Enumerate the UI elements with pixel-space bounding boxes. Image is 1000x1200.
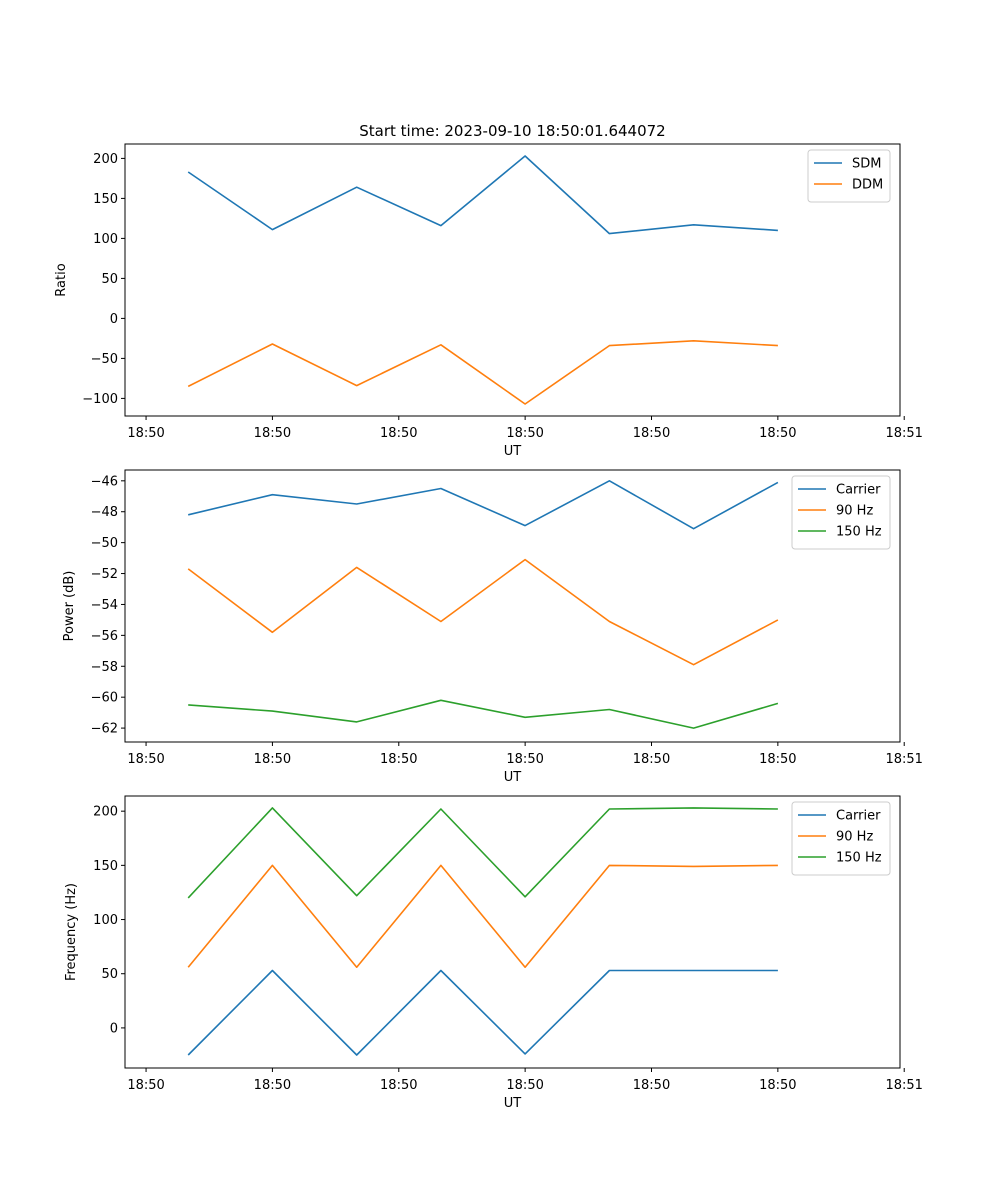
y-tick-label: −48 bbox=[91, 505, 118, 520]
series-line-carrier bbox=[188, 479, 779, 530]
series-line-150-hz bbox=[188, 699, 779, 729]
legend-label-150-hz: 150 Hz bbox=[836, 851, 882, 866]
axes-frame bbox=[124, 795, 901, 1069]
x-axis-label: UT bbox=[504, 770, 522, 785]
axes-frame bbox=[124, 469, 901, 743]
y-tick-label: 200 bbox=[93, 805, 118, 820]
x-tick-label: 18:50 bbox=[759, 752, 796, 767]
series-line-sdm bbox=[187, 155, 778, 235]
x-tick-label: 18:50 bbox=[127, 1078, 164, 1093]
x-tick-label: 18:50 bbox=[759, 1078, 796, 1093]
x-tick-label: 18:50 bbox=[380, 752, 417, 767]
y-tick-label: 200 bbox=[93, 152, 118, 167]
x-axis-label: UT bbox=[504, 1096, 522, 1111]
x-tick-label: 18:50 bbox=[633, 1078, 670, 1093]
y-tick-label: −50 bbox=[91, 536, 118, 551]
y-tick-label: −52 bbox=[91, 567, 118, 582]
y-tick-label: 50 bbox=[101, 272, 118, 287]
x-tick-label: 18:50 bbox=[254, 752, 291, 767]
y-tick-label: 100 bbox=[93, 232, 118, 247]
y-tick-label: 0 bbox=[110, 312, 118, 327]
legend-label-150-hz: 150 Hz bbox=[836, 525, 882, 540]
axes-frame bbox=[124, 143, 901, 417]
legend-label-sdm: SDM bbox=[852, 157, 881, 172]
legend-label-carrier: Carrier bbox=[836, 809, 881, 824]
x-tick-label: 18:50 bbox=[127, 752, 164, 767]
series-line-90-hz bbox=[187, 558, 779, 666]
x-tick-label: 18:50 bbox=[380, 1078, 417, 1093]
y-tick-label: −46 bbox=[91, 474, 118, 489]
x-tick-label: 18:50 bbox=[506, 1078, 543, 1093]
y-tick-label: −60 bbox=[91, 691, 118, 706]
legend-label-90-hz: 90 Hz bbox=[836, 830, 873, 845]
y-tick-label: −56 bbox=[91, 629, 118, 644]
y-tick-label: −50 bbox=[91, 352, 118, 367]
series-line-ddm bbox=[187, 339, 778, 405]
x-tick-label: 18:50 bbox=[254, 1078, 291, 1093]
chart-title: Start time: 2023-09-10 18:50:01.644072 bbox=[359, 122, 665, 140]
y-tick-label: 50 bbox=[101, 967, 118, 982]
x-tick-label: 18:50 bbox=[254, 426, 291, 441]
x-tick-label: 18:50 bbox=[380, 426, 417, 441]
legend-label-ddm: DDM bbox=[852, 178, 883, 193]
y-axis-label: Ratio bbox=[54, 263, 69, 296]
y-tick-label: 150 bbox=[93, 192, 118, 207]
legend: SDM DDM bbox=[807, 149, 891, 203]
legend: Carrier 90 Hz 150 Hz bbox=[791, 475, 891, 550]
x-tick-label: 18:50 bbox=[633, 426, 670, 441]
x-axis-label: UT bbox=[504, 444, 522, 459]
y-tick-label: −62 bbox=[91, 722, 118, 737]
x-tick-label: 18:50 bbox=[506, 752, 543, 767]
y-tick-label: −100 bbox=[82, 392, 118, 407]
chart-panel-1: 200 150 100 50 0 −50 −100 18:50 18:50 18:50 18:50 1… bbox=[54, 122, 923, 459]
legend-label-carrier: Carrier bbox=[836, 483, 881, 498]
x-tick-label: 18:51 bbox=[885, 1078, 922, 1093]
series-line-carrier bbox=[187, 969, 778, 1056]
legend: Carrier 90 Hz 150 Hz bbox=[791, 801, 891, 876]
x-tick-label: 18:50 bbox=[127, 426, 164, 441]
chart-panel-2: −46 −48 −50 −52 −54 −56 −58 −60 −62 18:50 18:50 18:… bbox=[62, 469, 923, 785]
y-axis-label: Power (dB) bbox=[62, 571, 77, 642]
x-tick-label: 18:50 bbox=[633, 752, 670, 767]
x-tick-label: 18:51 bbox=[885, 426, 922, 441]
series-line-150-hz bbox=[187, 807, 778, 899]
x-tick-label: 18:51 bbox=[885, 752, 922, 767]
x-tick-label: 18:50 bbox=[759, 426, 796, 441]
y-tick-label: 150 bbox=[93, 859, 118, 874]
series-line-90-hz bbox=[187, 864, 778, 969]
legend-label-90-hz: 90 Hz bbox=[836, 504, 873, 519]
y-tick-label: 0 bbox=[110, 1021, 118, 1036]
x-tick-label: 18:50 bbox=[506, 426, 543, 441]
y-axis-label: Frequency (Hz) bbox=[64, 883, 79, 981]
y-tick-label: −58 bbox=[91, 660, 118, 675]
y-tick-label: 100 bbox=[93, 913, 118, 928]
y-tick-label: −54 bbox=[91, 598, 118, 613]
chart-panel-3: 200 150 100 50 0 18:50 18:50 18:50 18:50 18:50 18:… bbox=[64, 795, 923, 1111]
